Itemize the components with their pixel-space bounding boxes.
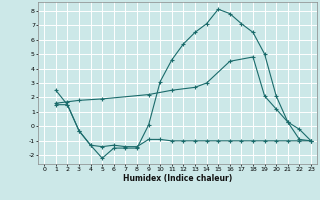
X-axis label: Humidex (Indice chaleur): Humidex (Indice chaleur) xyxy=(123,174,232,183)
